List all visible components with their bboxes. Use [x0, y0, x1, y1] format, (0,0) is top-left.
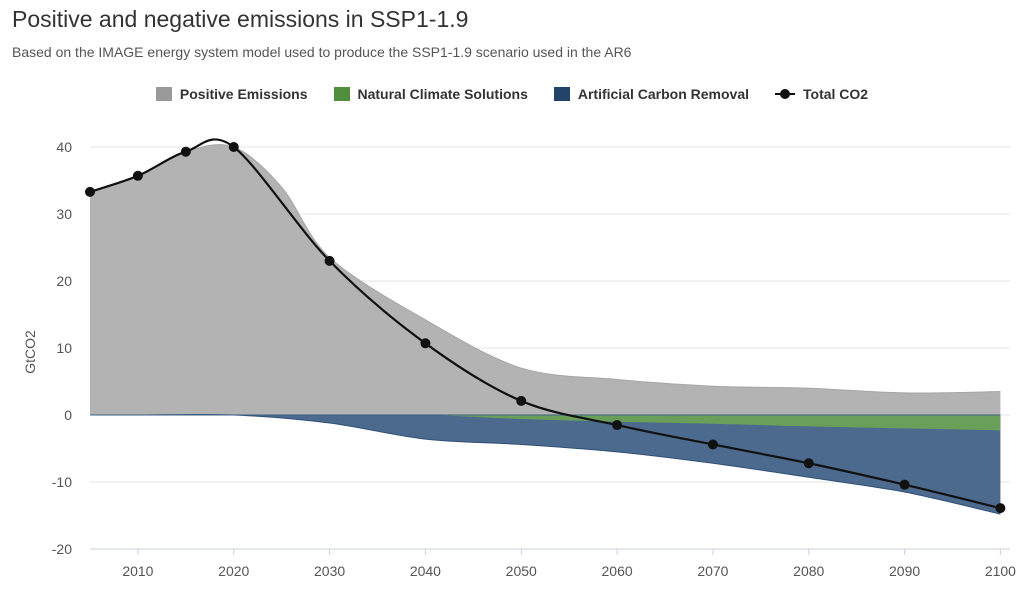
point-total-co2 — [180, 146, 191, 157]
point-total-co2 — [420, 338, 431, 349]
x-tick-label: 2090 — [889, 563, 920, 579]
y-tick-label: 0 — [64, 407, 72, 423]
point-total-co2 — [132, 170, 143, 181]
point-total-co2 — [85, 186, 95, 197]
legend-label-positive-emissions: Positive Emissions — [179, 86, 308, 102]
line-total-co2 — [89, 138, 1001, 510]
point-total-co2 — [516, 395, 527, 406]
y-tick-label: 30 — [56, 206, 72, 222]
area-positive-emissions — [90, 144, 1001, 415]
legend-marker-total-co2 — [775, 87, 796, 101]
legend-swatch-natural-climate-solutions — [333, 87, 350, 101]
point-total-co2 — [324, 255, 335, 266]
x-tick-label: 2070 — [697, 563, 728, 579]
legend-item-positive-emissions[interactable]: Positive Emissions — [155, 86, 308, 102]
edge-positive-emissions — [89, 144, 1001, 394]
legend-label-total-co2: Total CO2 — [803, 86, 869, 102]
x-tick-label: 2050 — [506, 563, 537, 579]
x-tick-label: 2080 — [793, 563, 824, 579]
point-total-co2 — [707, 439, 718, 450]
legend-swatch-positive-emissions — [155, 87, 172, 101]
legend-item-natural-climate-solutions[interactable]: Natural Climate Solutions — [333, 86, 528, 102]
y-axis-label: GtCO2 — [22, 330, 38, 374]
y-tick-label: 10 — [56, 340, 72, 356]
chart-subtitle: Based on the IMAGE energy system model u… — [12, 44, 632, 60]
chart-title: Positive and negative emissions in SSP1-… — [12, 6, 469, 32]
y-tick-label: -20 — [52, 541, 72, 557]
x-tick-label: 2100 — [985, 563, 1016, 579]
area-natural-climate-solutions — [90, 414, 1001, 431]
chart-legend: Positive Emissions Natural Climate Solut… — [0, 86, 1024, 102]
y-tick-label: -10 — [52, 474, 72, 490]
point-total-co2 — [899, 479, 910, 490]
x-tick-label: 2040 — [410, 563, 441, 579]
point-total-co2 — [228, 142, 239, 152]
legend-item-total-co2[interactable]: Total CO2 — [775, 86, 868, 102]
legend-item-artificial-carbon-removal[interactable]: Artificial Carbon Removal — [553, 86, 750, 102]
y-tick-label: 20 — [56, 273, 72, 289]
x-tick-label: 2030 — [314, 563, 345, 579]
x-tick-label: 2010 — [122, 563, 153, 579]
point-total-co2 — [612, 420, 623, 431]
y-tick-label: 40 — [56, 139, 72, 155]
x-tick-label: 2060 — [602, 563, 633, 579]
area-artificial-carbon-removal — [90, 414, 1001, 515]
legend-label-natural-climate-solutions: Natural Climate Solutions — [357, 86, 528, 102]
legend-swatch-artificial-carbon-removal — [553, 87, 570, 101]
x-tick-label: 2020 — [218, 563, 249, 579]
point-total-co2 — [995, 503, 1006, 514]
legend-label-artificial-carbon-removal: Artificial Carbon Removal — [577, 86, 750, 102]
point-total-co2 — [803, 458, 814, 469]
